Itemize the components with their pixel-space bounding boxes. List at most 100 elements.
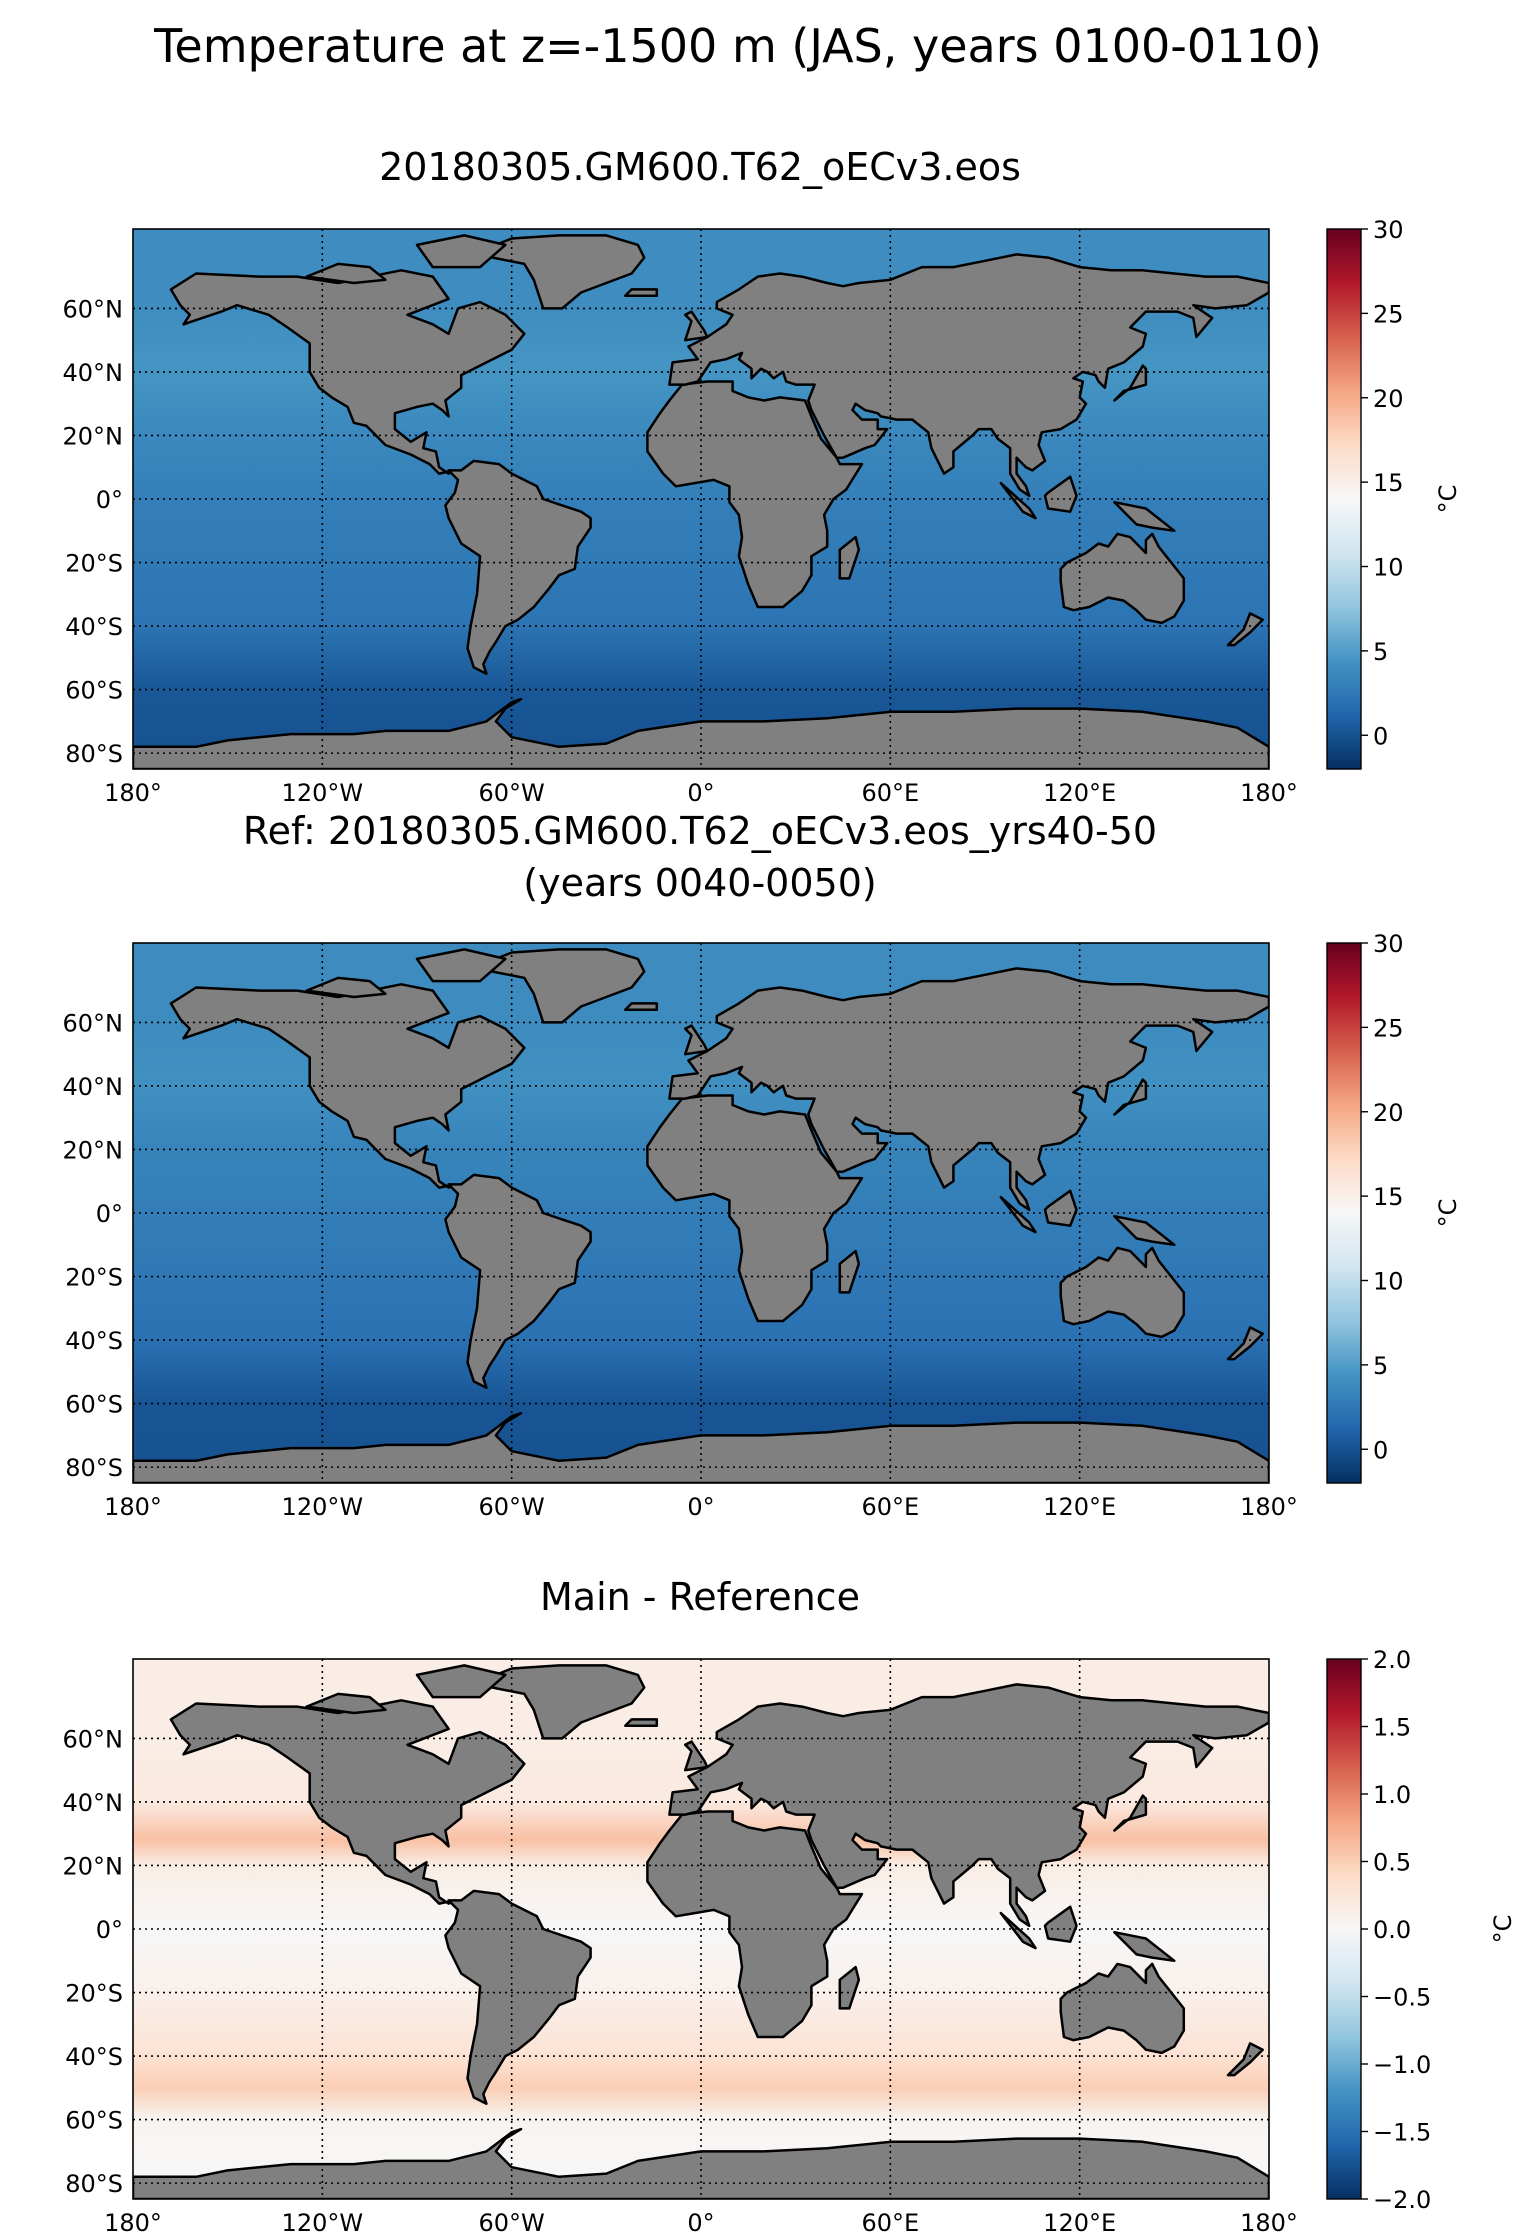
land-mass <box>305 262 387 285</box>
panel-difference-colorbar: −2.0 −1.5 −1.0 −0.5 0.0 0.5 1.0 1.5 2.0 °C <box>1326 1646 1517 2214</box>
y-tick-label: 20°S <box>65 1264 123 1292</box>
colorbar-tick-label: −2.0 <box>1373 2186 1431 2214</box>
land-mass <box>1043 1905 1078 1943</box>
colorbar-tick-label: −0.5 <box>1373 1984 1431 2012</box>
land-mass <box>1113 1794 1148 1832</box>
panel-main-title: 20180305.GM600.T62_oECv3.eos <box>379 145 1021 189</box>
colorbar-tick-label: 30 <box>1373 216 1404 244</box>
x-tick-label: 60°W <box>479 2209 545 2235</box>
map-frame <box>132 1658 1270 2200</box>
colorbar-tick-label: 2.0 <box>1373 1646 1411 1674</box>
land-mass <box>1043 1189 1078 1227</box>
land-mass <box>683 1024 709 1056</box>
colorbar-tick-label: 25 <box>1373 300 1404 328</box>
colorbar-tick-label: 15 <box>1373 469 1404 497</box>
land-mass <box>415 234 507 269</box>
colorbar-gradient <box>1326 1658 1362 2200</box>
y-tick-label: 80°S <box>65 2170 123 2198</box>
colorbar-tick-label: 30 <box>1373 930 1404 958</box>
land-mass <box>624 288 659 297</box>
colorbar-tick-label: 20 <box>1373 385 1404 413</box>
land-mass <box>444 1889 592 2105</box>
land-mass <box>478 948 646 1024</box>
land-mass <box>1059 532 1186 625</box>
panel-difference: Main - Reference 180° 120°W 60°W 0° 60°E 120°… <box>63 1575 1517 2235</box>
y-tick-label: 60°S <box>65 1391 123 1419</box>
y-tick-label: 0° <box>96 486 123 514</box>
y-tick-label: 0° <box>96 1200 123 1228</box>
land-mass <box>646 1810 864 2039</box>
panel-main-colorbar: 0 5 10 15 20 25 30 °C <box>1326 216 1462 770</box>
x-tick-label: 120°E <box>1043 779 1116 807</box>
land-mass <box>1113 1930 1176 1963</box>
land-mass <box>1043 475 1078 513</box>
land-mass <box>838 1249 861 1294</box>
x-tick-label: 0° <box>687 1493 714 1521</box>
land-mass <box>1113 364 1148 402</box>
panel-main: 20180305.GM600.T62_oECv3.eos 180° 120°W 60… <box>63 145 1463 807</box>
panel-reference-title: Ref: 20180305.GM600.T62_oECv3.eos_yrs40-… <box>243 809 1157 853</box>
x-tick-label: 120°W <box>282 779 364 807</box>
y-tick-label: 40°N <box>63 1789 124 1817</box>
x-tick-label: 120°W <box>282 1493 364 1521</box>
land-mass <box>624 1718 659 1727</box>
colorbar-label: °C <box>1434 1199 1462 1228</box>
land-mass <box>169 983 526 1189</box>
colorbar-tick-label: 0 <box>1373 722 1388 750</box>
land-mass <box>305 976 387 999</box>
y-tick-label: 80°S <box>65 1454 123 1482</box>
land-mass <box>305 1692 387 1715</box>
colorbar-gradient <box>1326 942 1362 1484</box>
panel-difference-map: 180° 120°W 60°W 0° 60°E 120°E 180° 80°S 60°S 40°S… <box>63 1658 1298 2235</box>
x-tick-label: 60°E <box>861 2209 919 2235</box>
colorbar-tick-label: 5 <box>1373 638 1388 666</box>
y-tick-label: 60°S <box>65 677 123 705</box>
y-tick-label: 60°N <box>63 1725 124 1753</box>
y-tick-label: 40°S <box>65 2043 123 2071</box>
colorbar-tick-label: 0 <box>1373 1436 1388 1464</box>
land-mass <box>1059 1962 1186 2055</box>
land-mass <box>444 459 592 675</box>
land-mass <box>1226 612 1264 647</box>
y-tick-label: 40°N <box>63 1073 124 1101</box>
colorbar-label: °C <box>1434 485 1462 514</box>
land-mass <box>838 1965 861 2010</box>
y-tick-label: 20°N <box>63 1136 124 1164</box>
map-frame <box>132 228 1270 770</box>
land-mass <box>169 1699 526 1905</box>
land-mass <box>1226 1326 1264 1361</box>
x-tick-label: 180° <box>1240 1493 1298 1521</box>
y-tick-label: 60°N <box>63 1009 124 1037</box>
panel-reference-subtitle: (years 0040-0050) <box>523 861 876 905</box>
map-frame <box>132 942 1270 1484</box>
y-tick-label: 60°S <box>65 2107 123 2135</box>
x-tick-label: 60°E <box>861 1493 919 1521</box>
land-mass <box>646 1094 864 1323</box>
land-mass <box>444 1173 592 1389</box>
colorbar-tick-label: −1.0 <box>1373 2051 1431 2079</box>
y-tick-label: 20°S <box>65 1980 123 2008</box>
land-mass <box>478 1664 646 1740</box>
land-mass <box>1113 1078 1148 1116</box>
colorbar-tick-label: 15 <box>1373 1183 1404 1211</box>
y-tick-label: 20°N <box>63 1852 124 1880</box>
y-tick-label: 40°S <box>65 613 123 641</box>
x-tick-label: 180° <box>104 2209 162 2235</box>
colorbar-gradient <box>1326 228 1362 770</box>
colorbar-tick-label: 1.0 <box>1373 1781 1411 1809</box>
land-mass <box>415 948 507 983</box>
colorbar-tick-label: 20 <box>1373 1099 1404 1127</box>
x-tick-label: 180° <box>1240 2209 1298 2235</box>
panel-reference-map: 180° 120°W 60°W 0° 60°E 120°E 180° 80°S 60°S 40°S… <box>63 942 1298 1521</box>
land-mass <box>478 234 646 310</box>
land-mass <box>415 1664 507 1699</box>
x-tick-label: 0° <box>687 779 714 807</box>
colorbar-tick-label: 0.5 <box>1373 1849 1411 1877</box>
x-tick-label: 180° <box>1240 779 1298 807</box>
panel-reference-colorbar: 0 5 10 15 20 25 30 °C <box>1326 930 1462 1484</box>
land-mass <box>999 1195 1037 1234</box>
colorbar-tick-label: −1.5 <box>1373 2119 1431 2147</box>
panel-main-map: 180° 120°W 60°W 0° 60°E 120°E 180° 80°S 60°S 40°S… <box>63 228 1298 807</box>
colorbar-tick-label: 25 <box>1373 1014 1404 1042</box>
land-mass <box>1113 500 1176 533</box>
